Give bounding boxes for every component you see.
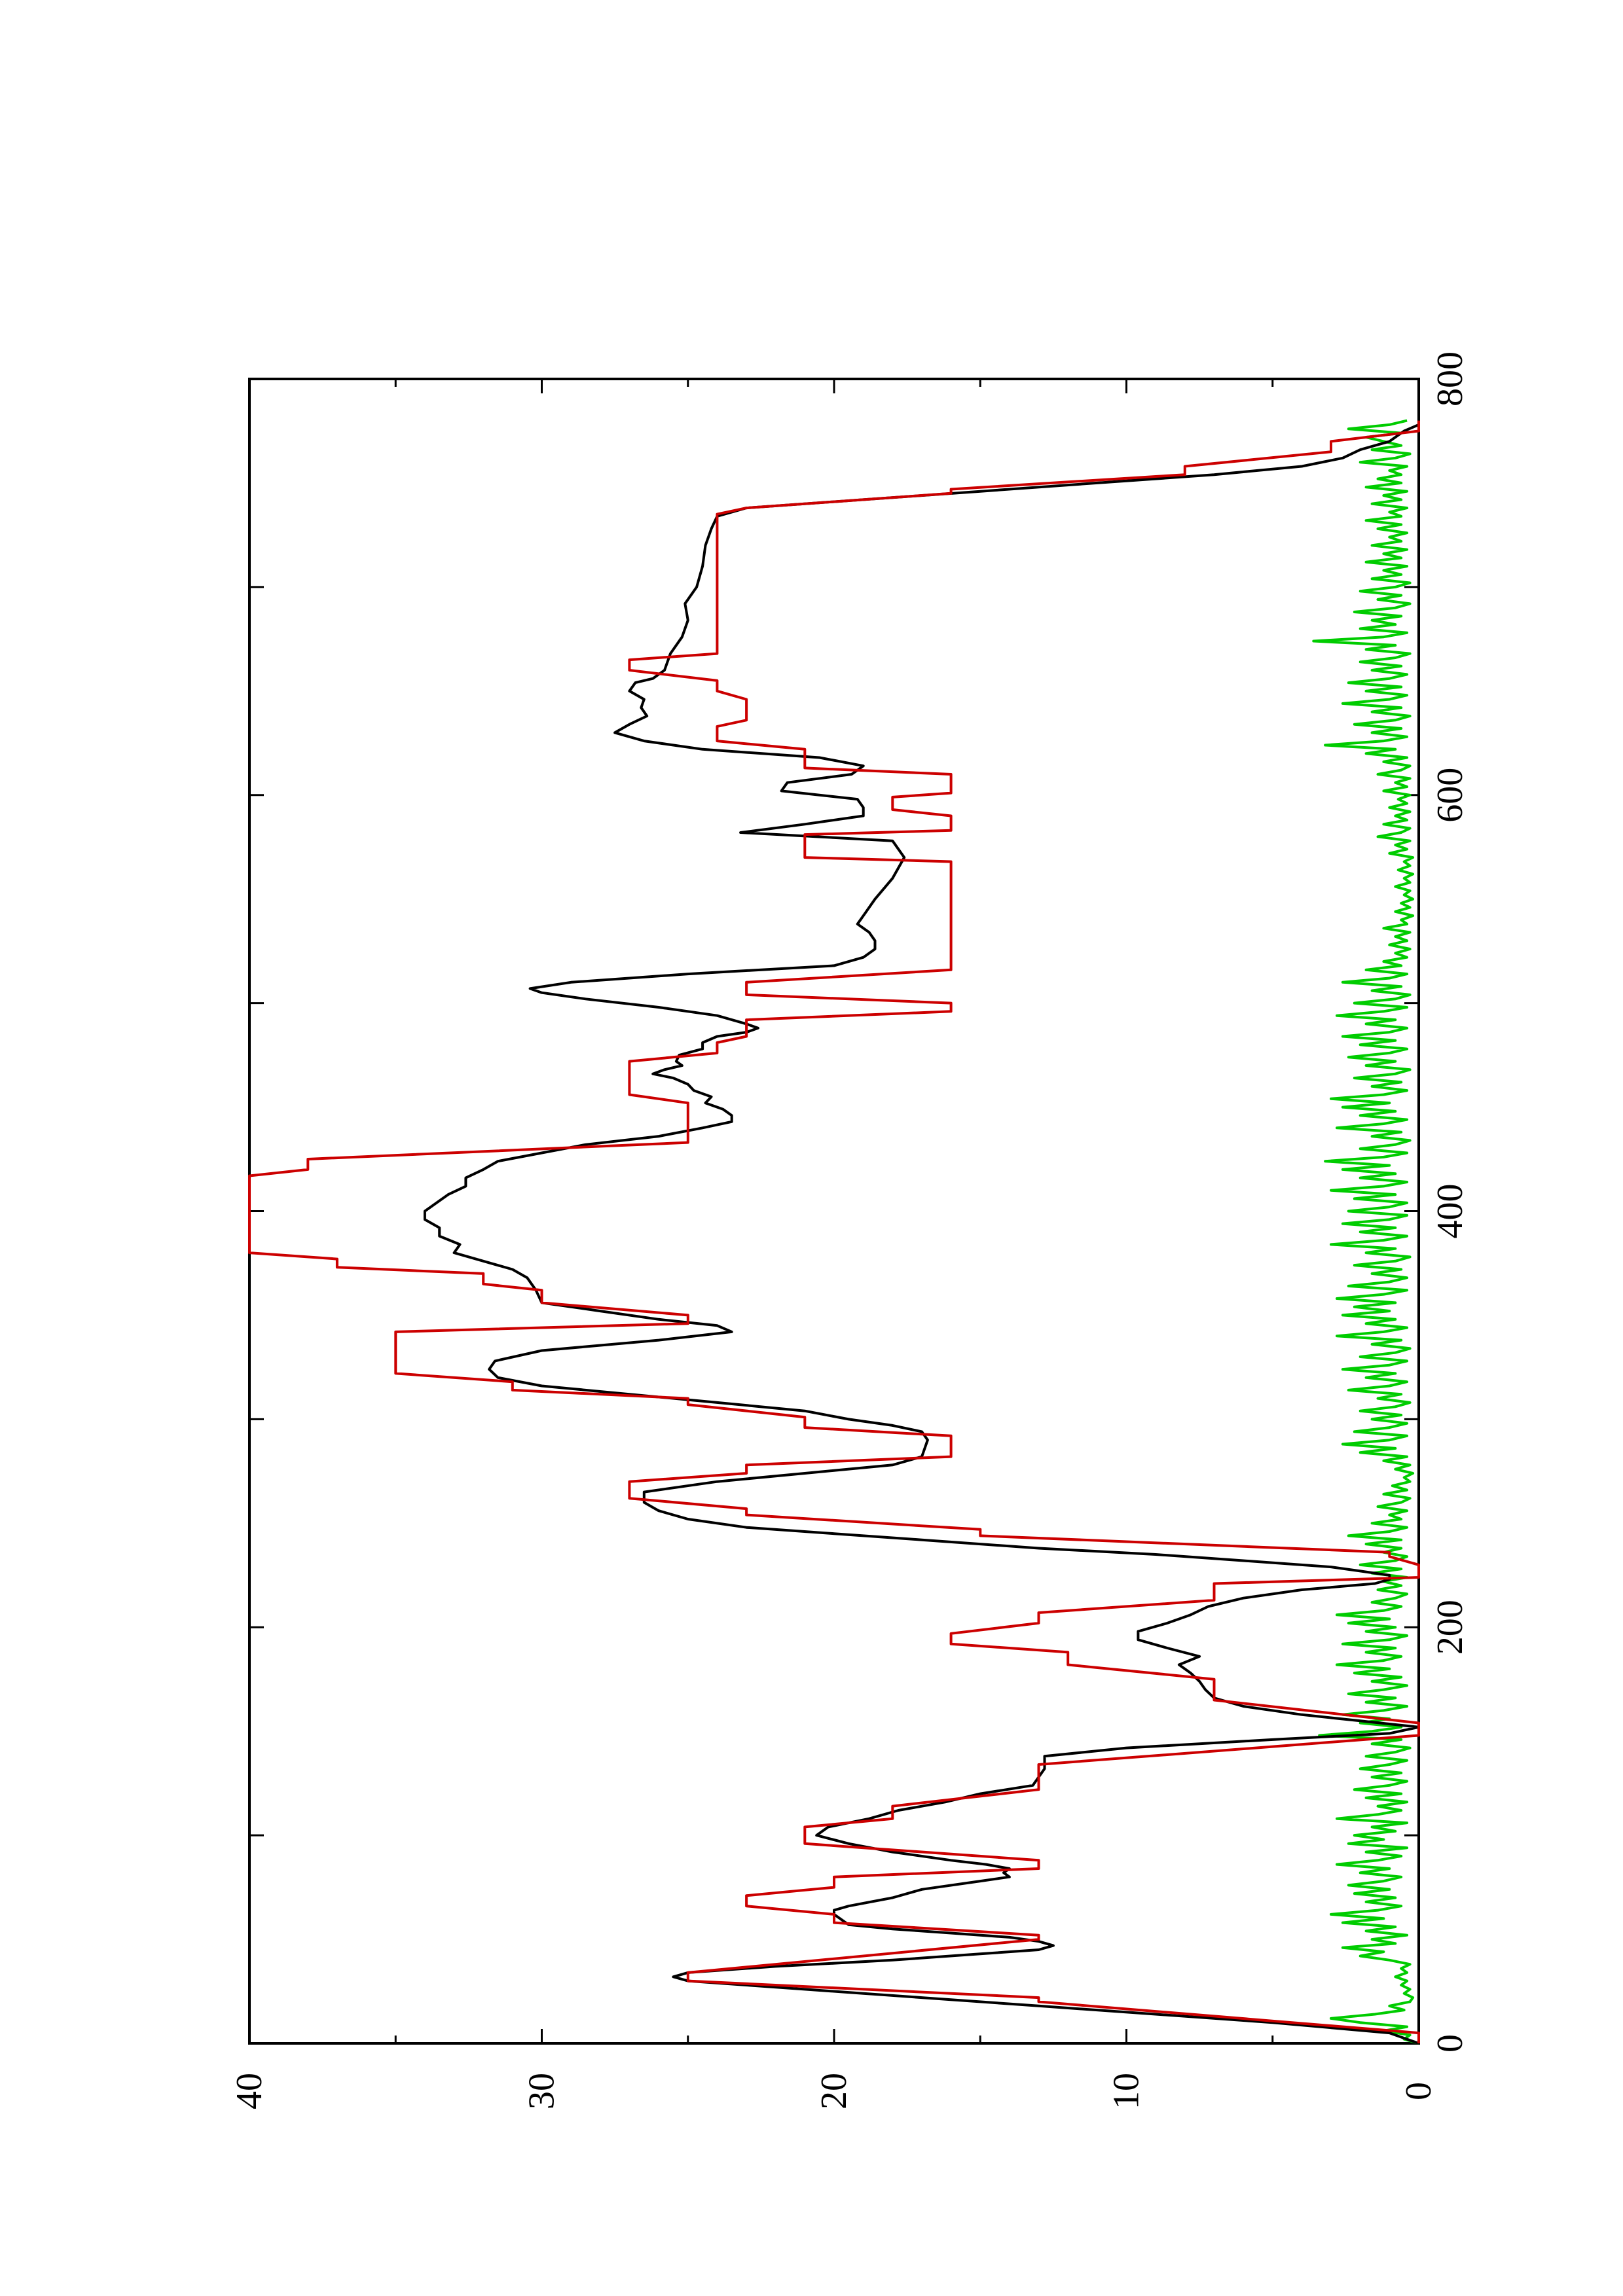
x-tick-label: 0 [1430,2034,1470,2053]
y-tick-label: 10 [1106,2073,1147,2109]
x-tick-label: 400 [1430,1184,1470,1239]
series-line-3 [1312,419,1419,2045]
y-tick-label: 30 [522,2073,562,2109]
ticks [248,378,1420,2045]
x-tick-label: 600 [1430,768,1470,823]
x-tick-label: 800 [1430,351,1470,406]
y-tick-label: 40 [229,2073,270,2109]
y-tick-label: 20 [814,2073,854,2109]
series-line-1 [423,423,1420,2045]
x-tick-label: 200 [1430,1600,1470,1655]
series-line-2 [248,420,1420,2043]
y-tick-label: 0 [1398,2082,1439,2100]
series-layer [248,419,1420,2045]
tick-labels: 0 200 400 600 800 0 10 20 30 40 [229,351,1470,2109]
